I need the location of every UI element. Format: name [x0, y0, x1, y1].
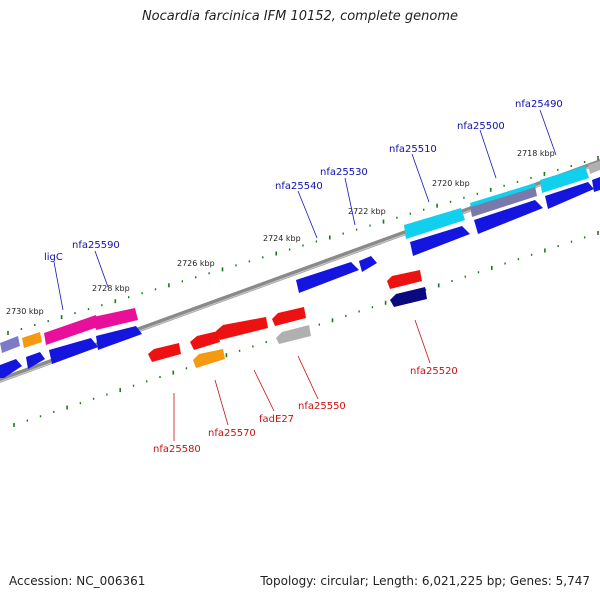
gene[interactable]	[276, 325, 311, 344]
gene-nfa25550[interactable]	[272, 307, 306, 326]
gene-label: nfa25570	[208, 428, 256, 439]
gene-nfa25540[interactable]	[296, 262, 359, 293]
gene[interactable]	[0, 359, 22, 378]
scale-label: 2718 kbp	[517, 149, 555, 158]
scale-label: 2728 kbp	[92, 284, 130, 293]
page-title: Nocardia farcinica IFM 10152, complete g…	[141, 9, 459, 24]
leader-lines-top	[53, 109, 557, 311]
gene-label: nfa25520	[410, 366, 458, 377]
gene-label: nfa25590	[72, 240, 120, 251]
gene-label: fadE27	[259, 414, 294, 425]
gene[interactable]	[96, 326, 142, 350]
gene-label: nfa25580	[153, 444, 201, 455]
gene-nfa25510[interactable]	[404, 208, 465, 239]
gene[interactable]	[390, 287, 427, 307]
gene[interactable]	[190, 331, 220, 350]
gene-nfa25530[interactable]	[359, 256, 377, 272]
gene-nfa25580[interactable]	[148, 343, 181, 362]
gene-label: nfa25530	[320, 167, 368, 178]
gene-nfa25570[interactable]	[193, 349, 225, 368]
gene[interactable]	[470, 183, 536, 207]
gene[interactable]	[410, 226, 470, 256]
gene-label: nfa25540	[275, 181, 323, 192]
gene[interactable]	[26, 352, 45, 369]
accession-text: Accession: NC_006361	[9, 574, 146, 588]
gene[interactable]	[474, 200, 543, 234]
gene-label: nfa25490	[515, 99, 563, 110]
gene-nfa25590[interactable]	[93, 308, 138, 330]
gene[interactable]	[588, 161, 600, 174]
scale-label: 2720 kbp	[432, 179, 470, 188]
scale-label: 2724 kbp	[263, 234, 301, 243]
gene-label: nfa25510	[389, 144, 437, 155]
gene-label: ligC	[44, 252, 63, 263]
scale-ticks-top	[7, 156, 599, 335]
topology-text: Topology: circular; Length: 6,021,225 bp…	[260, 574, 590, 588]
gene-label: nfa25550	[298, 401, 346, 412]
gene[interactable]	[49, 338, 98, 364]
gene-nfa25520[interactable]	[387, 270, 422, 289]
gene-ligC[interactable]	[44, 315, 98, 345]
gene[interactable]	[22, 332, 42, 348]
gene-fadE27[interactable]	[216, 317, 268, 340]
scale-label: 2730 kbp	[6, 307, 44, 316]
leader-lines-bottom	[173, 319, 431, 441]
gene[interactable]	[592, 177, 600, 192]
gene-nfa25500[interactable]	[470, 186, 537, 217]
gene[interactable]	[0, 336, 20, 353]
gene[interactable]	[545, 182, 594, 209]
gene-nfa25490[interactable]	[540, 166, 589, 193]
scale-label: 2722 kbp	[348, 207, 386, 216]
gene-label: nfa25500	[457, 121, 505, 132]
scale-label: 2726 kbp	[177, 259, 215, 268]
